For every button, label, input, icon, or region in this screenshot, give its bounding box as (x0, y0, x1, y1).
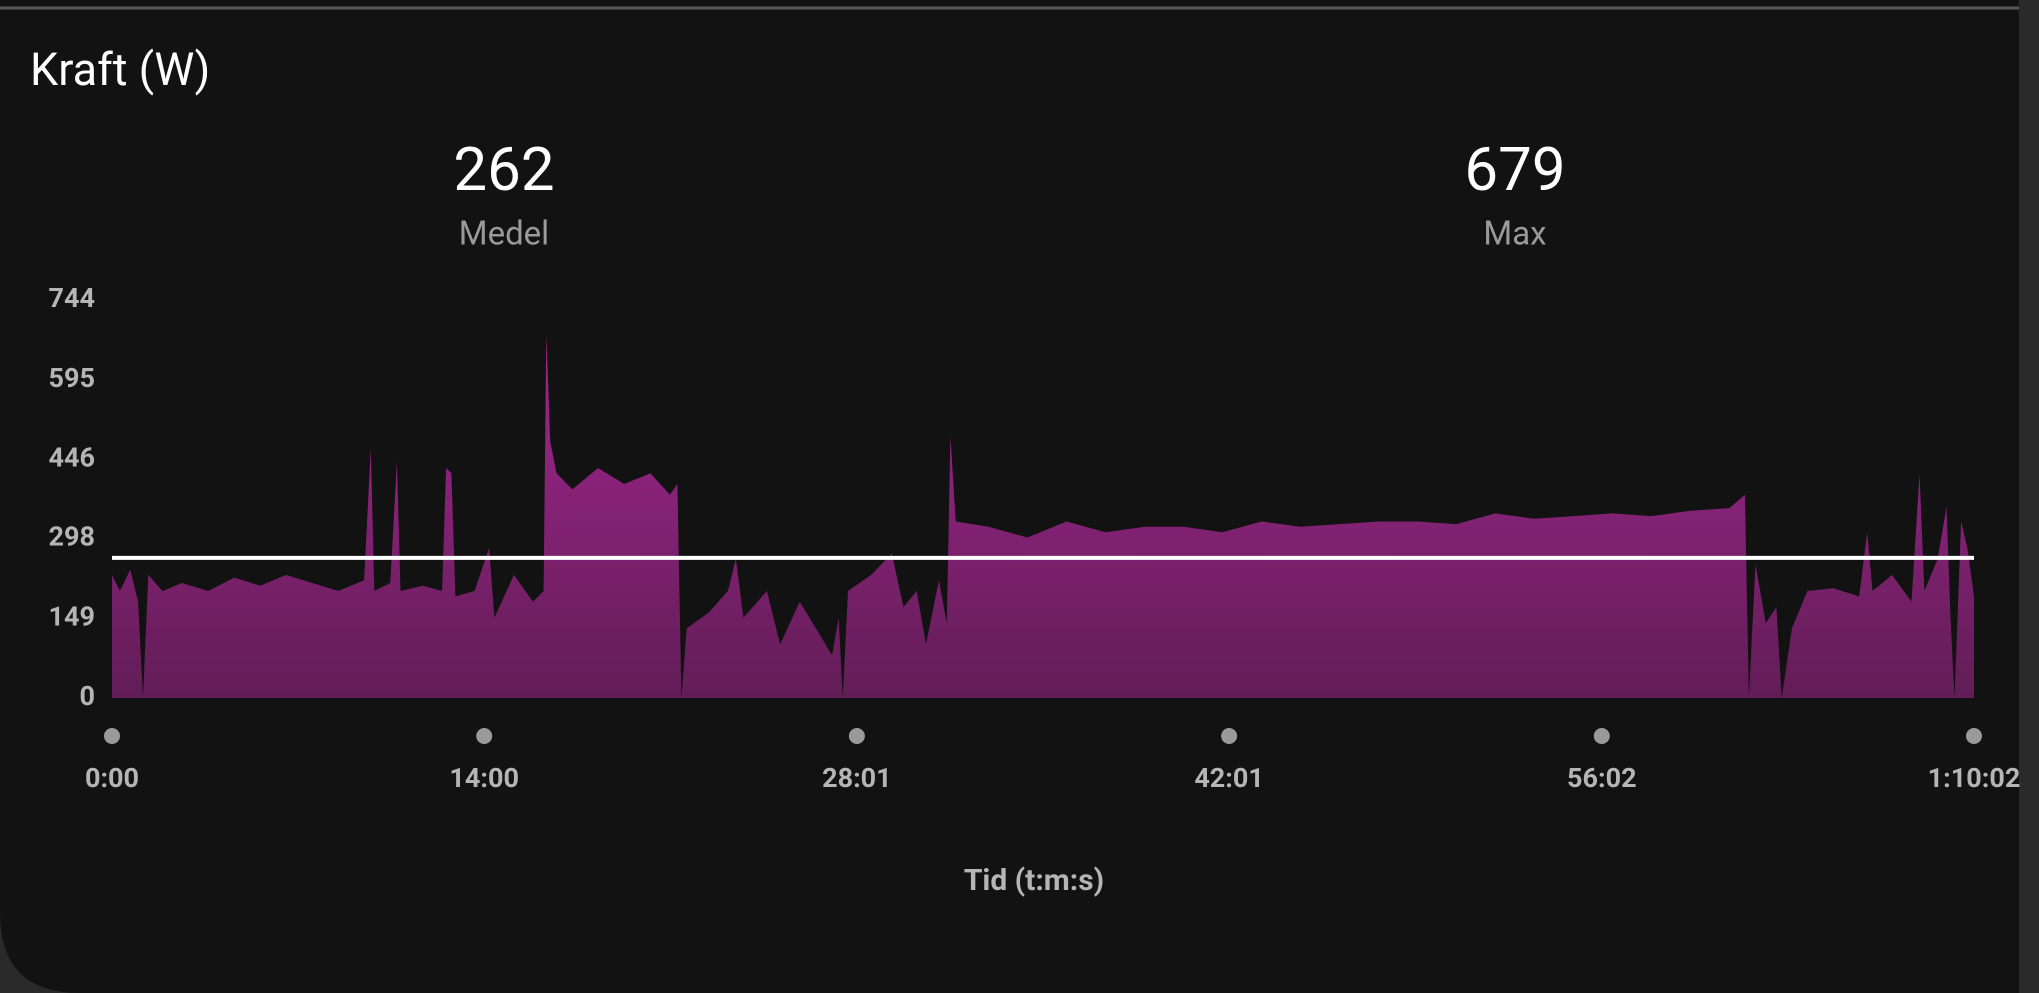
x-tick-label: 42:01 (1194, 762, 1264, 794)
y-tick-label: 0 (80, 680, 96, 712)
stat-value: 679 (1464, 134, 1565, 205)
x-tick-label: 0:00 (85, 762, 139, 794)
y-tick-label: 446 (49, 442, 95, 474)
y-tick-label: 744 (49, 282, 95, 314)
x-tick-label: 14:00 (449, 762, 519, 794)
y-tick-label: 298 (49, 521, 95, 553)
x-tick-dot (1966, 728, 1982, 744)
x-axis-label: Tid (t:m:s) (964, 863, 1104, 898)
stat-value: 262 (453, 134, 554, 205)
x-tick-dot (476, 728, 493, 744)
x-tick-dot (848, 728, 865, 744)
y-tick-label: 149 (49, 600, 95, 632)
x-tick-dot (104, 728, 120, 744)
power-area (112, 334, 1974, 698)
stat-label: Max (1483, 215, 1546, 254)
x-tick-label: 56:02 (1567, 762, 1637, 794)
x-tick-dot (1221, 728, 1238, 744)
x-tick-dot (1593, 728, 1610, 744)
x-tick-label: 28:01 (822, 762, 892, 794)
chart-title: Kraft (W) (30, 43, 210, 96)
y-tick-label: 595 (49, 362, 95, 394)
x-tick-label: 1:10:02 (1928, 762, 2021, 794)
stat-label: Medel (459, 215, 549, 254)
